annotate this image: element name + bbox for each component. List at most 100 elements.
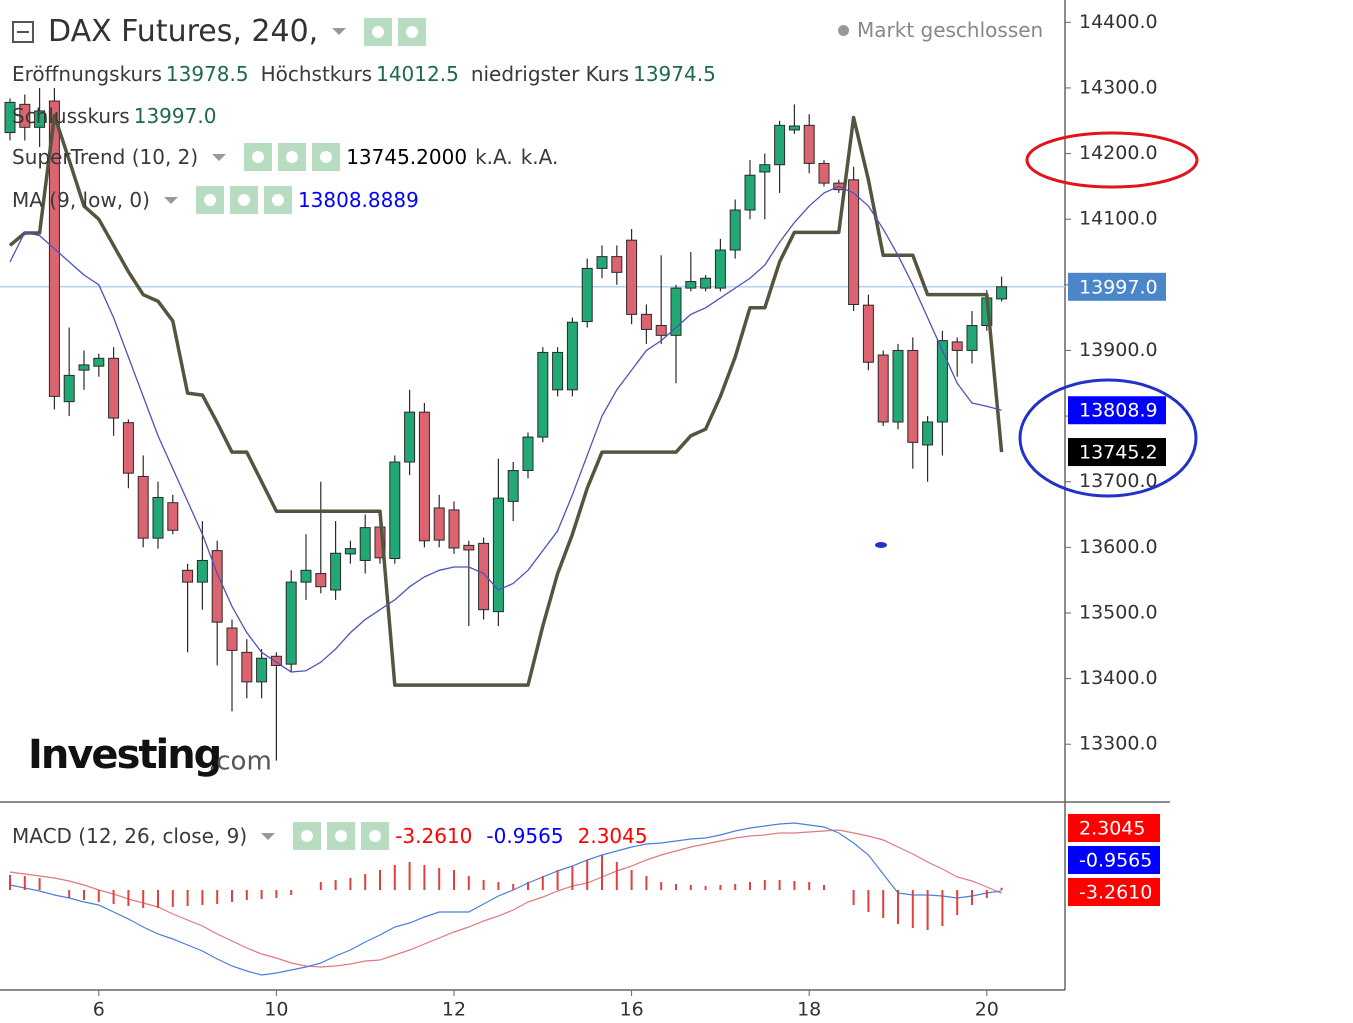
macd-line (9, 829, 1002, 968)
visibility-icon[interactable] (244, 143, 273, 171)
candle-body (744, 174, 756, 211)
candle-body (700, 277, 712, 289)
visibility-icon[interactable] (195, 186, 224, 214)
candle-body (448, 509, 460, 549)
candle-body (226, 627, 238, 651)
visibility-icon[interactable] (364, 17, 393, 46)
x-tick-label: 12 (442, 999, 466, 1021)
macd-line (9, 822, 1002, 976)
settings-icon[interactable] (327, 822, 356, 850)
status-text: Markt geschlossen (857, 18, 1044, 42)
indicator-value: -3.2610 (395, 824, 473, 848)
x-tick-label: 6 (93, 999, 105, 1021)
price-tag (1068, 396, 1166, 425)
candle-body (848, 179, 860, 306)
candle-body (256, 657, 268, 683)
candle-body (182, 569, 194, 583)
price-tag-label: 13808.9 (1079, 400, 1158, 422)
ohlc-value: 13974.5 (633, 62, 716, 86)
indicator-legend: MA (9, low, 0) 13808.8889 (12, 186, 427, 214)
price-tag-label: -3.2610 (1079, 882, 1152, 904)
candle-body (418, 411, 430, 542)
remove-icon[interactable] (312, 143, 341, 171)
indicator-value: k.A. (520, 145, 559, 169)
indicator-legend: SuperTrend (10, 2) 13745.2000 k.A. k.A. (12, 143, 566, 171)
candle-body (566, 321, 578, 391)
dropdown[interactable] (332, 28, 347, 35)
status-dot (838, 24, 849, 36)
indicator-value: 13745.2000 (346, 145, 468, 169)
annotation-ellipse (1025, 131, 1199, 189)
ohlc-label: Schlusskurs (12, 104, 130, 128)
price-tag (1068, 846, 1160, 874)
candle-body (344, 548, 356, 555)
candle-body (137, 475, 149, 539)
dropdown[interactable] (163, 196, 178, 204)
dropdown[interactable] (212, 153, 227, 161)
price-tag-label: 13997.0 (1079, 276, 1158, 298)
candle-body (404, 411, 416, 463)
price-tag-label: 13745.2 (1079, 442, 1158, 464)
candle-body (330, 552, 342, 591)
visibility-icon[interactable] (293, 822, 322, 850)
chart-title: DAX Futures, 240, (48, 14, 319, 49)
candle-body (492, 497, 504, 613)
indicator-name: MA (9, low, 0) (12, 188, 150, 212)
annotation-dot (875, 542, 887, 548)
candle-body (241, 651, 253, 683)
candle-body (640, 313, 652, 330)
price-tag (1068, 438, 1166, 467)
candle-body (626, 239, 638, 315)
remove-icon[interactable] (263, 186, 292, 214)
x-tick-label: 16 (620, 999, 644, 1021)
candle-body (507, 470, 519, 502)
y-tick-label: 13700.0 (1079, 470, 1158, 492)
candle-body (93, 357, 105, 367)
indicator-value: -0.9565 (486, 824, 564, 848)
remove-icon[interactable] (361, 822, 390, 850)
candle-body (196, 559, 208, 583)
indicator-value: 13808.8889 (297, 188, 419, 212)
settings-icon[interactable] (278, 143, 307, 171)
y-tick-label: 14400.0 (1079, 11, 1158, 33)
y-tick-label: 14100.0 (1079, 208, 1158, 230)
y-tick-label: 14300.0 (1079, 76, 1158, 98)
settings-icon[interactable] (398, 17, 427, 46)
y-tick-label: 13500.0 (1079, 601, 1158, 623)
candle-body (537, 351, 549, 438)
price-tag (1068, 272, 1166, 301)
candle-body (922, 421, 934, 446)
indicator-line (8, 113, 1004, 687)
ohlc-label: Höchstkurs (260, 62, 373, 86)
candle-body (936, 340, 948, 423)
annotation-ellipse (1018, 378, 1198, 498)
candle-body (285, 581, 297, 665)
ohlc-value: 13978.5 (165, 62, 249, 86)
dropdown[interactable] (261, 832, 276, 840)
candle-body (433, 507, 445, 541)
candle-body (78, 364, 90, 371)
collapse-button[interactable] (12, 20, 34, 43)
candle-body (152, 496, 164, 539)
indicator-name: SuperTrend (10, 2) (12, 145, 199, 169)
candle-body (270, 655, 282, 666)
y-tick-label: 13900.0 (1079, 339, 1158, 361)
price-tag (1068, 814, 1160, 842)
x-tick-label: 10 (264, 999, 288, 1021)
candle-body (211, 550, 223, 623)
y-tick-label: 13300.0 (1079, 733, 1158, 755)
candle-body (167, 502, 179, 531)
candle-body (729, 209, 741, 251)
ohlc-legend: Schlusskurs 13997.0 (12, 104, 224, 128)
candle-body (788, 125, 800, 131)
candle-body (596, 256, 608, 269)
ohlc-legend: Eröffnungskurs 13978.5 Höchstkurs 14012.… (12, 62, 724, 86)
candle-body (951, 341, 963, 351)
settings-icon[interactable] (229, 186, 258, 214)
candle-body (774, 124, 786, 166)
plot-area: 14400.014300.014200.014100.014000.013900… (0, 11, 1166, 1021)
candle-body (892, 349, 904, 423)
ohlc-value: 13997.0 (133, 104, 217, 128)
